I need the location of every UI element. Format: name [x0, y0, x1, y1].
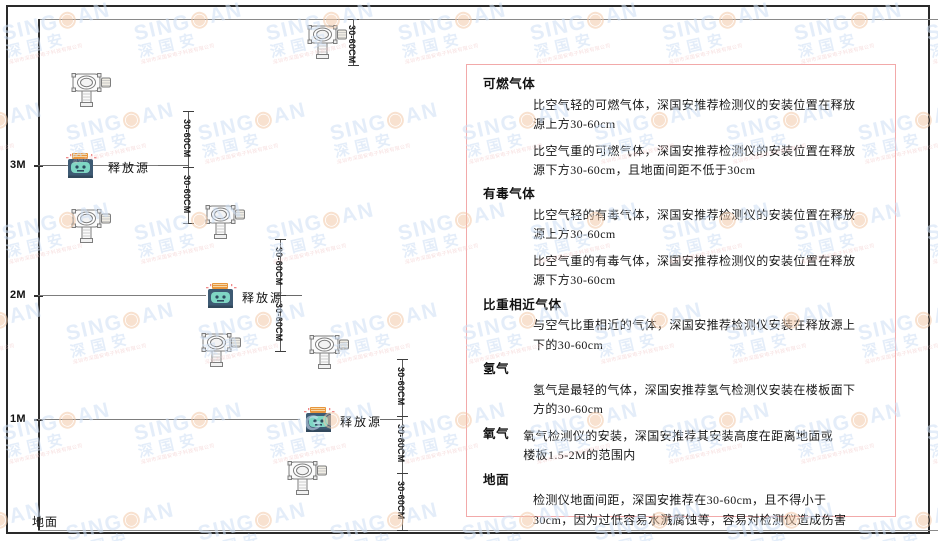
- section-paragraph: 与空气比重相近的气体，深国安推荐检测仪安装在释放源上下的30-60cm: [533, 318, 856, 352]
- ceiling-line: [38, 19, 938, 20]
- section-heading: 氢气: [483, 362, 510, 377]
- axis-label-3m: 3M: [10, 159, 26, 171]
- dimension-label: 30-60CM: [182, 175, 192, 214]
- release-source-lead-2m-right: [280, 295, 302, 296]
- outer-frame: [6, 5, 930, 534]
- section-paragraph: 比空气重的可燃气体，深国安推荐检测仪的安装位置在释放源下方30-60cm，且地面…: [533, 143, 856, 177]
- level-line-3m: [38, 165, 178, 166]
- ground-line: [38, 530, 938, 531]
- vertical-height-axis: [38, 19, 40, 531]
- dimension-label: 30-60CM: [396, 424, 406, 463]
- gas-detector-icon: [308, 333, 354, 371]
- gas-detector-icon: [200, 331, 246, 369]
- dimension-label: 30-60CM: [274, 303, 284, 342]
- section-paragraph: 检测仪地面间距，深国安推荐在30-60cm，且不得小于30cm，因为过低容易水溅…: [533, 493, 847, 527]
- axis-label-1m: 1M: [10, 413, 26, 425]
- gas-detector-icon: [286, 459, 332, 497]
- section-paragraph: 比空气轻的可燃气体，深国安推荐检测仪的安装位置在释放源上方30-60cm: [533, 97, 856, 132]
- installation-guidelines-panel: 可燃气体 比空气轻的可燃气体，深国安推荐检测仪的安装位置在释放源上方30-60c…: [466, 64, 896, 527]
- section-heading: 比重相近气体: [483, 297, 562, 312]
- section-ground: 地面 检测仪地面间距，深国安推荐在30-60cm，且不得小于30cm，因为过低容…: [481, 473, 881, 531]
- level-line-2m: [38, 295, 206, 296]
- release-source-label: 释放源: [242, 291, 285, 305]
- section-similar-density-gas: 比重相近气体 与空气比重相近的气体，深国安推荐检测仪安装在释放源上下的30-60…: [481, 298, 881, 356]
- section-oxygen: 氧气 氧气检测仪的安装，深国安推荐其安装高度在距离地面或楼板1.5-2M的范围内: [483, 427, 881, 466]
- section-toxic-gas: 有毒气体 比空气轻的有毒气体，深国安推荐检测仪的安装位置在释放源上方30-60c…: [481, 187, 881, 290]
- gas-detector-icon: [306, 23, 352, 61]
- dimension-label: 30-60CM: [274, 247, 284, 286]
- ground-label: 地面: [32, 515, 59, 529]
- section-heading: 地面: [483, 472, 510, 487]
- release-source-icon: [66, 151, 100, 181]
- dimension-label: 30-60CM: [182, 119, 192, 158]
- section-heading: 有毒气体: [483, 187, 536, 202]
- release-source-icon: [206, 281, 240, 311]
- section-heading: 可燃气体: [483, 77, 536, 91]
- section-paragraph: 氢气是最轻的气体，深国安推荐氢气检测仪安装在楼板面下方的30-60cm: [533, 382, 856, 417]
- release-source-label: 释放源: [340, 415, 383, 429]
- level-line-1m: [38, 419, 300, 420]
- gas-detector-icon: [70, 71, 116, 109]
- section-paragraph: 比空气重的有毒气体，深国安推荐检测仪的安装位置在释放源下方30-60cm: [533, 253, 856, 288]
- section-paragraph: 氧气检测仪的安装，深国安推荐其安装高度在距离地面或楼板1.5-2M的范围内: [523, 428, 834, 463]
- axis-label-2m: 2M: [10, 289, 26, 301]
- release-source-lead-3m-right: [158, 165, 188, 166]
- section-paragraph: 比空气轻的有毒气体，深国安推荐检测仪的安装位置在释放源上方30-60cm: [533, 208, 856, 242]
- installation-height-diagram: 3M 2M 1M 地面: [8, 7, 938, 532]
- release-source-lead-3m: [38, 165, 66, 166]
- level-tick-2m: [34, 295, 43, 297]
- gas-detector-icon: [70, 207, 116, 245]
- gas-detector-icon: [204, 203, 250, 241]
- section-flammable-gas: 可燃气体 比空气轻的可燃气体，深国安推荐检测仪的安装位置在释放源上方30-60c…: [481, 77, 881, 180]
- section-heading: 氧气: [483, 426, 510, 441]
- release-source-label: 释放源: [108, 161, 151, 175]
- section-hydrogen: 氢气 氢气是最轻的气体，深国安推荐氢气检测仪安装在楼板面下方的30-60cm: [481, 362, 881, 420]
- dimension-label: 30-60CM: [347, 25, 357, 64]
- dimension-label: 30-60CM: [396, 367, 406, 406]
- level-tick-3m: [34, 165, 43, 167]
- dimension-label: 30-60CM: [396, 481, 406, 520]
- release-source-icon: [304, 405, 338, 435]
- level-tick-1m: [34, 419, 43, 421]
- release-source-lead-1m-right: [380, 419, 402, 420]
